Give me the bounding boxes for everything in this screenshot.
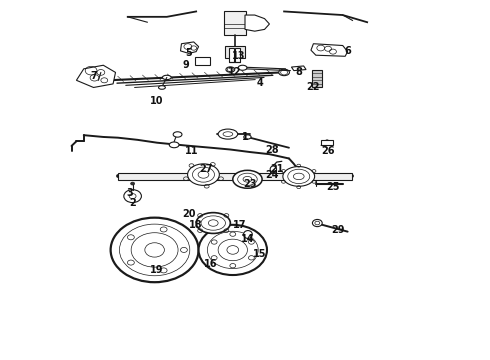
Ellipse shape (159, 86, 165, 89)
Text: 14: 14 (241, 234, 254, 244)
Circle shape (180, 247, 187, 252)
Ellipse shape (97, 77, 109, 84)
Text: 25: 25 (326, 182, 340, 192)
Circle shape (248, 240, 254, 244)
Text: 17: 17 (233, 220, 247, 230)
Circle shape (248, 256, 254, 260)
Text: 10: 10 (150, 96, 164, 106)
Ellipse shape (169, 142, 179, 148)
Circle shape (111, 218, 198, 282)
Text: 23: 23 (243, 179, 257, 189)
Ellipse shape (270, 166, 276, 172)
Text: 13: 13 (232, 50, 245, 60)
Text: 3: 3 (127, 188, 134, 198)
Bar (321, 140, 333, 145)
Ellipse shape (223, 132, 233, 136)
Circle shape (313, 220, 322, 226)
Circle shape (127, 260, 134, 265)
Circle shape (131, 182, 135, 185)
Bar (224, 12, 246, 35)
Bar (229, 48, 234, 62)
Circle shape (315, 221, 320, 225)
Circle shape (211, 240, 217, 244)
Text: 12: 12 (227, 67, 241, 77)
Text: 18: 18 (189, 220, 203, 230)
Circle shape (160, 227, 167, 232)
Bar (235, 48, 240, 62)
Text: 24: 24 (266, 170, 279, 180)
Ellipse shape (288, 169, 310, 184)
Text: 9: 9 (183, 60, 190, 70)
Circle shape (160, 268, 167, 273)
Ellipse shape (193, 167, 215, 182)
Circle shape (145, 243, 164, 257)
Bar (225, 45, 245, 58)
Circle shape (131, 233, 178, 267)
Ellipse shape (201, 216, 225, 230)
Ellipse shape (238, 65, 247, 70)
Ellipse shape (244, 135, 251, 139)
Ellipse shape (208, 220, 218, 226)
Circle shape (207, 231, 258, 269)
Text: 21: 21 (270, 164, 284, 174)
Circle shape (227, 246, 239, 254)
Text: 28: 28 (265, 144, 279, 154)
Circle shape (120, 224, 190, 276)
Bar (118, 173, 352, 180)
Ellipse shape (283, 167, 315, 186)
Text: 7: 7 (90, 71, 97, 81)
Bar (313, 69, 322, 87)
Text: 1: 1 (242, 132, 248, 142)
Bar (195, 57, 210, 65)
Polygon shape (180, 42, 198, 53)
Circle shape (211, 256, 217, 260)
Ellipse shape (188, 164, 220, 185)
Circle shape (230, 264, 236, 268)
Ellipse shape (244, 230, 252, 238)
Polygon shape (76, 65, 116, 87)
Ellipse shape (238, 173, 257, 185)
Ellipse shape (218, 129, 238, 139)
Polygon shape (245, 15, 270, 31)
Ellipse shape (279, 69, 290, 76)
Text: 4: 4 (256, 78, 263, 88)
Circle shape (127, 235, 134, 240)
Circle shape (124, 190, 142, 203)
Circle shape (230, 232, 236, 236)
Text: 20: 20 (182, 209, 196, 219)
Polygon shape (311, 44, 347, 56)
Text: 26: 26 (321, 146, 335, 156)
Text: 15: 15 (253, 248, 267, 258)
Polygon shape (292, 66, 306, 71)
Ellipse shape (173, 132, 182, 137)
Ellipse shape (196, 213, 230, 233)
Ellipse shape (162, 75, 171, 80)
Text: 19: 19 (150, 265, 164, 275)
Text: 11: 11 (185, 146, 198, 156)
Ellipse shape (233, 170, 262, 188)
Ellipse shape (294, 173, 304, 180)
Circle shape (325, 140, 329, 143)
Text: 27: 27 (199, 164, 213, 174)
Circle shape (218, 239, 247, 261)
Text: 29: 29 (331, 225, 344, 235)
Ellipse shape (230, 56, 241, 60)
Ellipse shape (243, 176, 252, 182)
Text: 16: 16 (204, 259, 218, 269)
Text: 6: 6 (344, 46, 351, 56)
Text: 22: 22 (307, 82, 320, 92)
Text: 5: 5 (185, 48, 192, 58)
Text: 2: 2 (129, 198, 136, 208)
Ellipse shape (198, 171, 209, 178)
Circle shape (198, 225, 267, 275)
Text: 8: 8 (295, 67, 302, 77)
